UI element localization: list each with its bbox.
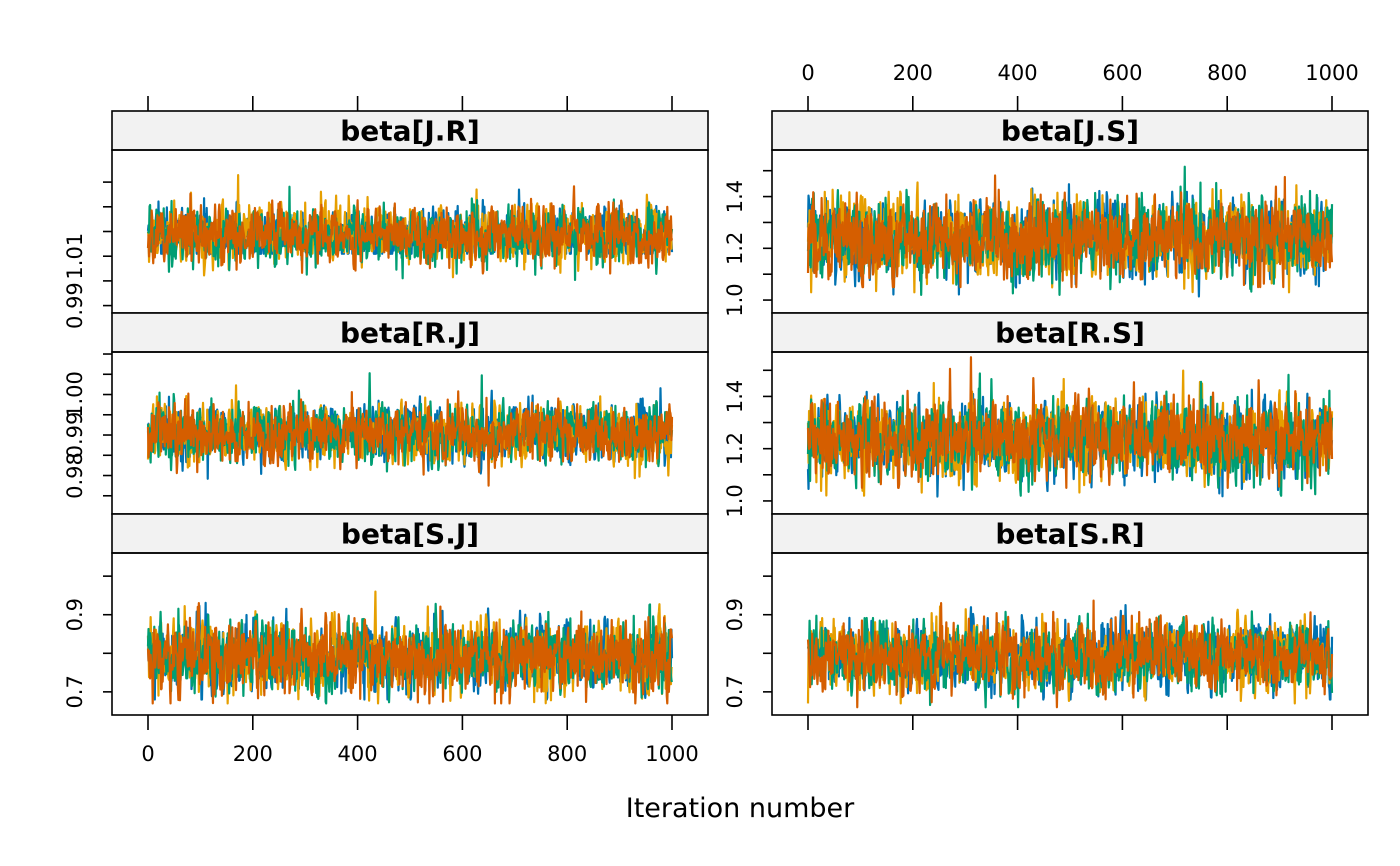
y-tick-label-rj: 0.98 [63, 452, 87, 499]
y-tick-label-sr: 0.9 [723, 598, 747, 631]
y-tick-label-jr: 0.99 [63, 282, 87, 329]
panel-js: beta[J.S] 1.0 1.2 1.4 0 200 400 600 800 1000 [723, 61, 1369, 317]
y-tick-label-rs: 1.4 [723, 380, 747, 413]
y-tick-label-js: 1.2 [723, 232, 747, 265]
panel-jr: beta[J.R] 0.991.01 [63, 96, 709, 329]
y-tick-label-sj: 0.7 [63, 675, 87, 708]
panel-frame-sj [111, 552, 709, 716]
panel-frame-sr [771, 552, 1369, 716]
series-chain-4-jr [146, 185, 674, 275]
y-tick-label-rj: 1.00 [63, 371, 87, 418]
panel-title-js: beta[J.S] [1001, 115, 1139, 148]
series-chain-4-sr [806, 599, 1334, 709]
panel-title-jr: beta[J.R] [340, 115, 480, 148]
x-axis-label: Iteration number [626, 793, 855, 824]
y-tick-label-rs: 1.0 [723, 484, 747, 517]
y-tick-label-sr: 0.7 [723, 675, 747, 708]
panel-rj: beta[R.J] 0.980.991.00 [63, 312, 709, 515]
x-tick-label-js: 200 [893, 61, 933, 85]
x-tick-label-js: 600 [1102, 61, 1142, 85]
x-tick-label-sj: 200 [233, 742, 273, 766]
x-tick-label-js: 0 [801, 61, 814, 85]
x-tick-label-sj: 0 [141, 742, 154, 766]
x-tick-label-sj: 400 [338, 742, 378, 766]
strip-sr [771, 513, 1369, 554]
panel-title-sr: beta[S.R] [995, 518, 1144, 551]
strip-rs [771, 312, 1369, 353]
panel-title-rs: beta[R.S] [995, 317, 1145, 350]
series-chain-4-js [806, 174, 1334, 289]
x-tick-label-sj: 600 [442, 742, 482, 766]
traces-sj [146, 590, 674, 705]
traces-sr [806, 599, 1334, 709]
traces-rs [806, 356, 1334, 498]
strip-js [771, 110, 1369, 151]
y-tick-label-sj: 0.9 [63, 598, 87, 631]
y-tick-label-js: 1.0 [723, 283, 747, 316]
panel-sj: beta[S.J] 0.7 0.9 0 200 400 600 800 1000 [63, 513, 709, 766]
panel-title-sj: beta[S.J] [341, 518, 479, 551]
series-chain-4-sj [146, 602, 674, 705]
panel-title-rj: beta[R.J] [340, 317, 480, 350]
y-tick-label-js: 1.4 [723, 180, 747, 213]
series-chain-4-rj [146, 390, 674, 487]
panel-sr: beta[S.R] 0.7 0.9 [723, 513, 1369, 730]
strip-rj [111, 312, 709, 353]
x-tick-label-js: 1000 [1305, 61, 1358, 85]
traces-rj [146, 372, 674, 487]
traces-jr [146, 174, 674, 282]
strip-sj [111, 513, 709, 554]
x-tick-label-js: 400 [998, 61, 1038, 85]
series-chain-4-rs [806, 356, 1334, 489]
x-tick-label-js: 800 [1207, 61, 1247, 85]
panel-rs: beta[R.S] 1.0 1.2 1.4 [723, 312, 1369, 518]
y-tick-label-jr: 1.01 [63, 233, 87, 280]
strip-jr [111, 110, 709, 151]
y-tick-label-rj: 0.99 [63, 412, 87, 459]
y-tick-label-rs: 1.2 [723, 432, 747, 465]
x-tick-label-sj: 1000 [645, 742, 698, 766]
traces-js [806, 165, 1334, 298]
x-tick-label-sj: 800 [547, 742, 587, 766]
